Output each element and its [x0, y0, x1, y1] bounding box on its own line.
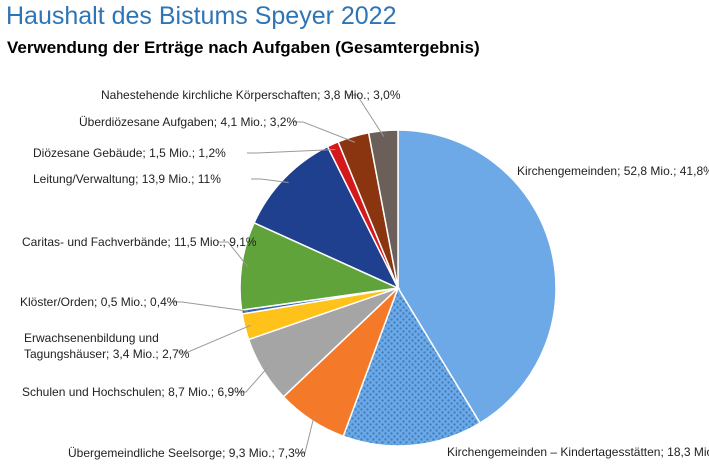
data-label-10: Überdiözesane Aufgaben; 4,1 Mio.; 3,2% [79, 115, 297, 129]
data-label-6: Klöster/Orden; 0,5 Mio.; 0,4% [20, 295, 178, 309]
page-subtitle: Verwendung der Erträge nach Aufgaben (Ge… [7, 38, 480, 57]
data-label-4: Schulen und Hochschulen; 8,7 Mio.; 6,9% [22, 385, 245, 399]
pie-slice-8 [253, 145, 400, 290]
leader-line-10 [293, 121, 356, 143]
data-label-2: Kirchengemeinden – Kindertagesstätten; 1… [447, 445, 709, 459]
data-label-3: Übergemeindliche Seelsorge; 9,3 Mio.; 7,… [68, 446, 306, 460]
data-label-8: Leitung/Verwaltung; 13,9 Mio.; 11% [33, 172, 221, 186]
leader-line-11 [347, 94, 385, 137]
leader-line-4 [236, 366, 269, 393]
leader-line-8 [251, 178, 289, 184]
data-label-11: Nahestehende kirchliche Körperschaften; … [101, 88, 401, 102]
page-title: Haushalt des Bistums Speyer 2022 [6, 2, 397, 30]
pie-slice-1 [397, 129, 557, 425]
leader-line-9 [247, 149, 336, 154]
data-label-5: Erwachsenenbildung und Tagungshäuser; 3,4… [24, 331, 190, 361]
data-label-9: Diözesane Gebäude; 1,5 Mio.; 1,2% [33, 146, 226, 160]
leader-lines [172, 94, 385, 454]
data-labels: Kirchengemeinden; 52,8 Mio.; 41,8% Kirche… [20, 88, 709, 460]
pie-slices [239, 129, 557, 447]
leader-line-6 [172, 301, 248, 312]
pie-slice-2 [342, 286, 482, 447]
pie-slice-7 [239, 221, 401, 311]
data-label-7: Caritas- und Fachverbände; 11,5 Mio.; 9,… [22, 235, 257, 249]
pie-slice-11 [367, 129, 399, 289]
data-label-1: Kirchengemeinden; 52,8 Mio.; 41,8% [517, 164, 709, 178]
leader-line-3 [295, 414, 315, 454]
leader-line-5 [178, 324, 251, 353]
leader-line-7 [218, 241, 248, 267]
